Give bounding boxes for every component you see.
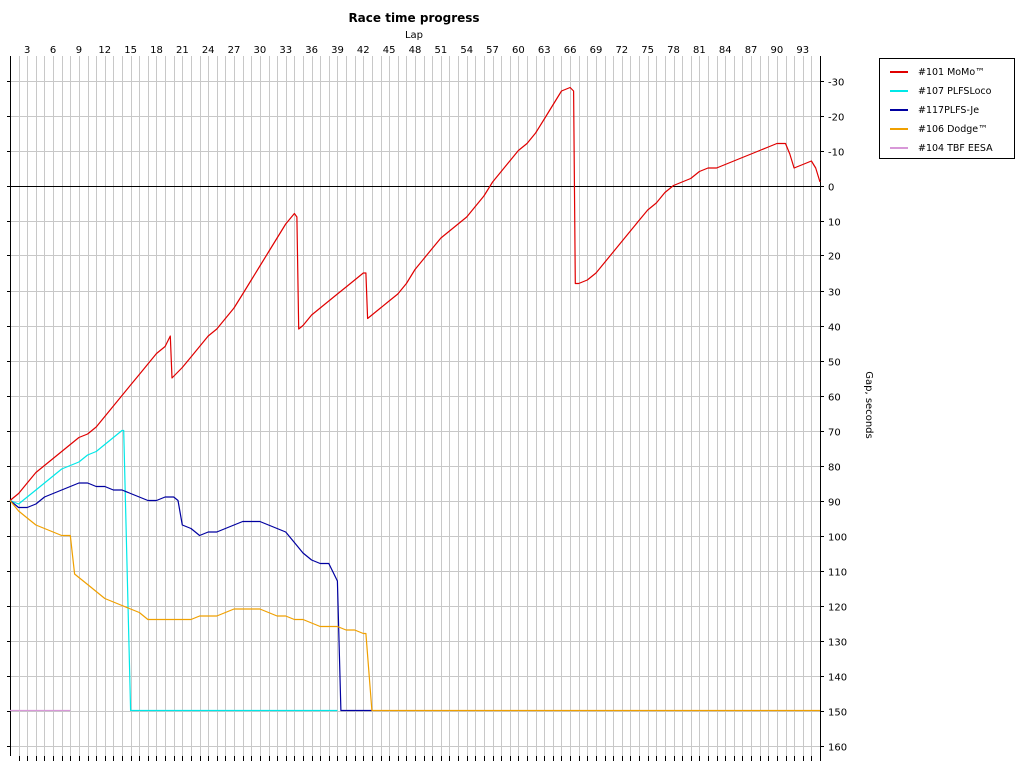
axes: -30 -20 -10 0 10 20 30 40 50 60 70 80 90 100 110 120 130…	[7, 45, 847, 761]
x-tick-label: 33	[279, 45, 292, 56]
x-tick-label: 30	[254, 45, 267, 56]
x-tick-label: 81	[693, 45, 706, 56]
legend-swatch	[890, 109, 908, 111]
x-tick-label: 39	[331, 45, 344, 56]
x-tick-label: 12	[98, 45, 111, 56]
y-axis-label: Gap, seconds	[863, 371, 874, 438]
y-tick-label: -20	[828, 113, 844, 124]
y-tick-label: 70	[828, 428, 841, 439]
x-axis-label: Lap	[405, 30, 423, 41]
legend-item: #107 PLFSLoco	[890, 84, 991, 98]
series-line-106-dodge	[9, 500, 820, 712]
x-tick-label: 90	[771, 45, 784, 56]
legend-label: #104 TBF EESA	[918, 142, 993, 154]
y-tick-label: 60	[828, 393, 841, 404]
legend-item: #106 Dodge™	[890, 122, 988, 136]
y-tick-label: 140	[828, 673, 847, 684]
y-tick-label: 100	[828, 533, 847, 544]
x-tick-label: 87	[745, 45, 758, 56]
x-tick-label: 15	[124, 45, 137, 56]
legend-swatch	[890, 128, 908, 130]
y-tick-label: -30	[828, 78, 844, 89]
x-tick-label: 36	[305, 45, 318, 56]
y-tick-label: -10	[828, 148, 844, 159]
legend-swatch	[890, 147, 908, 149]
x-tick-label: 18	[150, 45, 163, 56]
y-tick-label: 160	[828, 743, 847, 754]
series-line-101-momo	[9, 86, 821, 501]
legend-label: #117PLFS-Je	[918, 104, 980, 116]
y-tick-label: 150	[828, 708, 847, 719]
series-line-107-plfsloco	[9, 429, 338, 712]
x-tick-label: 24	[202, 45, 215, 56]
legend-label: #106 Dodge™	[918, 123, 988, 135]
y-tick-label: 120	[828, 603, 847, 614]
chart-title: Race time progress	[348, 11, 479, 25]
x-tick-label: 84	[719, 45, 732, 56]
x-tick-label: 57	[486, 45, 499, 56]
x-tick-label: 9	[76, 45, 82, 56]
y-tick-label: 50	[828, 358, 841, 369]
y-tick-label: 80	[828, 463, 841, 474]
legend-label: #101 MoMo™	[918, 66, 985, 78]
y-tick-label: 40	[828, 323, 841, 334]
x-tick-label: 78	[667, 45, 680, 56]
y-tick-label: 110	[828, 568, 847, 579]
x-tick-label: 27	[228, 45, 241, 56]
legend-item: #101 MoMo™	[890, 65, 985, 79]
legend-swatch	[890, 90, 908, 92]
x-tick-label: 45	[383, 45, 396, 56]
y-tick-label: 30	[828, 288, 841, 299]
x-tick-label: 48	[409, 45, 422, 56]
x-tick-label: 42	[357, 45, 370, 56]
x-tick-label: 66	[564, 45, 577, 56]
y-tick-label: 130	[828, 638, 847, 649]
x-tick-label: 51	[434, 45, 447, 56]
y-tick-label: 10	[828, 218, 841, 229]
x-tick-label: 60	[512, 45, 525, 56]
x-tick-label: 21	[176, 45, 189, 56]
x-tick-label: 54	[460, 45, 473, 56]
legend-item: #104 TBF EESA	[890, 141, 993, 155]
legend-item: #117PLFS-Je	[890, 103, 979, 117]
legend-label: #107 PLFSLoco	[918, 85, 992, 97]
x-tick-label: 6	[50, 45, 56, 56]
x-tick-label: 75	[641, 45, 654, 56]
y-tick-label: 90	[828, 498, 841, 509]
y-tick-label: 20	[828, 252, 841, 263]
series-lines	[9, 86, 821, 712]
x-tick-label: 72	[615, 45, 628, 56]
x-tick-label: 3	[24, 45, 30, 56]
x-tick-label: 63	[538, 45, 551, 56]
x-tick-label: 93	[796, 45, 809, 56]
y-tick-label: 0	[828, 183, 834, 194]
legend: #101 MoMo™ #107 PLFSLoco #117PLFS-Je #106 D…	[879, 58, 1015, 159]
x-tick-label: 69	[590, 45, 603, 56]
grid-lines	[10, 56, 821, 756]
series-line-117plfs-je	[9, 482, 372, 712]
legend-swatch	[890, 71, 908, 73]
